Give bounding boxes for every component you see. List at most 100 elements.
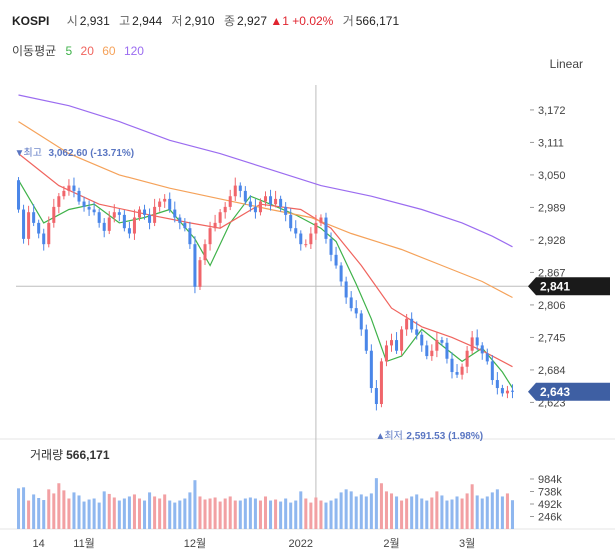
candle-body bbox=[389, 340, 394, 346]
candle-body bbox=[339, 265, 343, 282]
candle-body bbox=[263, 196, 268, 202]
volume-bar bbox=[450, 499, 454, 529]
volume-bar bbox=[289, 502, 293, 529]
candle-body bbox=[228, 196, 232, 207]
symbol-name: KOSPI bbox=[12, 14, 50, 28]
volume-bar bbox=[284, 498, 288, 529]
candle-body bbox=[77, 190, 81, 202]
candle-body bbox=[435, 340, 439, 351]
candle-body bbox=[405, 318, 409, 330]
volume-value: 566,171 bbox=[355, 14, 400, 28]
candle-body bbox=[400, 329, 404, 351]
volume-bar bbox=[112, 497, 116, 529]
volume-bar bbox=[389, 493, 394, 529]
volume-bar bbox=[435, 491, 439, 529]
x-tick-label: 14 bbox=[33, 538, 45, 550]
x-tick-label: 2022 bbox=[289, 538, 313, 550]
volume-bar bbox=[495, 489, 499, 529]
volume-bar bbox=[324, 502, 328, 529]
x-tick-label: 2월 bbox=[383, 537, 399, 550]
candle-body bbox=[274, 198, 278, 205]
volume-bar bbox=[374, 478, 378, 529]
volume-bar bbox=[263, 496, 268, 529]
candle-body bbox=[279, 198, 283, 207]
change-arrow-icon: ▲ bbox=[270, 14, 283, 28]
volume-bar bbox=[455, 496, 459, 529]
candle-body bbox=[470, 337, 474, 351]
volume-bar bbox=[218, 501, 222, 529]
volume-bar bbox=[178, 500, 182, 529]
volume-bar bbox=[158, 498, 162, 529]
candle-body bbox=[22, 209, 26, 239]
volume-bar bbox=[319, 500, 323, 529]
candle-body bbox=[97, 212, 101, 223]
moving-average-title: 이동평균 bbox=[12, 44, 57, 58]
volume-bar bbox=[269, 500, 273, 529]
volume-bar bbox=[22, 487, 26, 529]
candle-body bbox=[299, 233, 303, 245]
volume-bar bbox=[500, 496, 504, 529]
candle-body bbox=[112, 212, 116, 218]
volume-bar bbox=[334, 498, 338, 529]
volume-bar bbox=[47, 489, 51, 529]
volume-bar bbox=[299, 491, 303, 529]
volume-bar bbox=[279, 501, 283, 529]
volume-bar bbox=[425, 500, 429, 529]
candle-body bbox=[369, 350, 373, 389]
volume-bar bbox=[82, 501, 86, 529]
volume-bar bbox=[364, 496, 368, 529]
candle-body bbox=[178, 217, 182, 223]
volume-bar bbox=[127, 496, 131, 529]
candle-body bbox=[329, 238, 333, 255]
y-tick-label: 2,745 bbox=[538, 332, 566, 344]
candle-body bbox=[122, 214, 126, 229]
volume-bar bbox=[359, 494, 363, 529]
y-tick-label: 2,928 bbox=[538, 235, 566, 247]
volume-bar bbox=[395, 496, 399, 529]
volume-bar bbox=[258, 500, 262, 529]
candle-body bbox=[344, 281, 348, 298]
volume-tick-label: 738k bbox=[538, 486, 562, 498]
candle-body bbox=[233, 185, 237, 197]
low-label: 저 bbox=[171, 14, 183, 28]
volume-bar bbox=[430, 497, 434, 529]
volume-bar bbox=[465, 493, 469, 529]
candle-body bbox=[324, 217, 328, 239]
candle-body bbox=[183, 222, 187, 229]
scale-toggle-button[interactable]: Linear bbox=[549, 57, 583, 71]
volume-bar bbox=[97, 502, 101, 529]
volume-bar bbox=[117, 500, 121, 529]
candle-body bbox=[349, 297, 353, 309]
candle-body bbox=[334, 254, 338, 266]
candle-body bbox=[143, 209, 147, 215]
volume-tick-label: 246k bbox=[538, 511, 562, 523]
volume-bar bbox=[42, 500, 46, 529]
volume-bar bbox=[384, 491, 388, 529]
candle-body bbox=[238, 185, 242, 191]
candle-body bbox=[153, 206, 157, 223]
candle-body bbox=[294, 228, 298, 234]
volume-bar bbox=[173, 502, 177, 529]
y-tick-label: 2,867 bbox=[538, 267, 566, 279]
volume-bar bbox=[510, 500, 514, 529]
close-label: 종 bbox=[223, 14, 235, 28]
volume-bar bbox=[410, 496, 414, 529]
candle-body bbox=[218, 212, 222, 223]
ma-5-label: 5 bbox=[65, 44, 73, 58]
candle-body bbox=[188, 228, 192, 245]
high-value: 2,944 bbox=[132, 14, 163, 28]
candle-body bbox=[425, 345, 429, 357]
candle-body bbox=[269, 196, 273, 205]
current-price-tag-bg bbox=[528, 382, 610, 401]
volume-bar bbox=[57, 483, 61, 529]
candle-body bbox=[475, 337, 479, 346]
moving-average-legend[interactable]: 이동평균 5 20 60 120 bbox=[12, 42, 149, 59]
volume-bar bbox=[314, 497, 318, 529]
candle-body bbox=[87, 206, 91, 210]
change-value: 1 bbox=[282, 14, 289, 28]
volume-bar bbox=[460, 498, 464, 529]
volume-bar bbox=[344, 489, 348, 529]
candle-body bbox=[52, 206, 56, 223]
candle-body bbox=[132, 217, 136, 234]
